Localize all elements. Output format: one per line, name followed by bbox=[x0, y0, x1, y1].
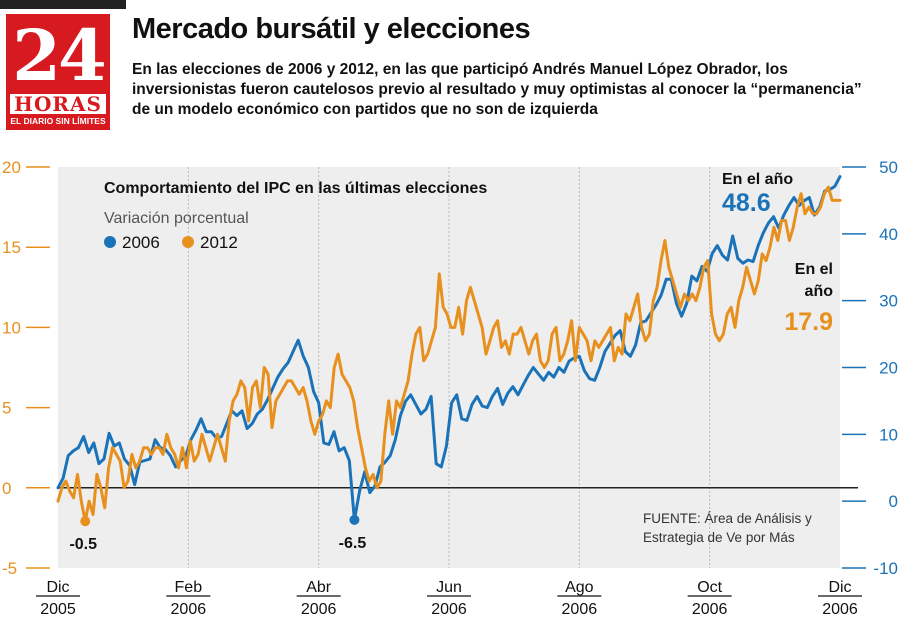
x-tick-year: 2006 bbox=[171, 601, 207, 618]
logo-word: HORAS bbox=[14, 92, 102, 116]
annotation-label-2012: -0.5 bbox=[69, 536, 97, 553]
chart-title: Comportamiento del IPC en las últimas el… bbox=[104, 180, 487, 197]
page-title: Mercado bursátil y elecciones bbox=[132, 13, 531, 45]
logo-number: 24 bbox=[12, 14, 106, 97]
annotation-label-2006: -6.5 bbox=[339, 535, 367, 552]
logo-tagline: EL DIARIO SIN LÍMITES bbox=[10, 116, 106, 126]
source-note: FUENTE: Área de Análisis y bbox=[643, 511, 812, 526]
y-right-tick-label: 10 bbox=[879, 425, 898, 444]
legend-label-2012: 2012 bbox=[200, 233, 238, 252]
y-left-tick-label: 5 bbox=[2, 399, 11, 418]
year-label-2012: En el bbox=[795, 261, 833, 278]
x-tick-year: 2006 bbox=[822, 601, 858, 618]
x-tick-month: Abr bbox=[306, 579, 332, 596]
logo-band bbox=[10, 94, 106, 114]
top-bar bbox=[0, 0, 126, 9]
newspaper-logo: 24 HORAS EL DIARIO SIN LÍMITES bbox=[6, 14, 110, 130]
ipc-chart: Dic2005Feb2006Abr2006Jun2006Ago2006Oct20… bbox=[2, 158, 898, 618]
x-tick-year: 2006 bbox=[301, 601, 337, 618]
y-right-tick-label: 50 bbox=[879, 158, 898, 177]
y-right-tick-label: 20 bbox=[879, 359, 898, 378]
legend-marker-2006 bbox=[104, 236, 116, 248]
source-note: Estrategia de Ve por Más bbox=[643, 530, 795, 545]
y-right-tick-label: 40 bbox=[879, 225, 898, 244]
x-tick-year: 2006 bbox=[692, 601, 728, 618]
x-tick-month: Dic bbox=[46, 579, 69, 596]
x-tick-month: Feb bbox=[175, 579, 203, 596]
y-right-tick-label: 30 bbox=[879, 292, 898, 311]
x-tick-year: 2006 bbox=[562, 601, 598, 618]
y-left-tick-label: -5 bbox=[2, 559, 17, 578]
y-left-tick-label: 20 bbox=[2, 158, 21, 177]
year-label-2006: En el año bbox=[722, 171, 793, 188]
year-value-2012: 17.9 bbox=[784, 308, 833, 336]
y-axis-label: Variación porcentual bbox=[104, 210, 249, 227]
x-tick-month: Oct bbox=[697, 579, 722, 596]
page-subtitle: En las elecciones de 2006 y 2012, en las… bbox=[132, 61, 862, 118]
legend-marker-2012 bbox=[182, 236, 194, 248]
y-right-tick-label: -10 bbox=[873, 559, 898, 578]
y-left-tick-label: 10 bbox=[2, 318, 21, 337]
x-tick-month: Ago bbox=[565, 579, 594, 596]
x-tick-year: 2005 bbox=[40, 601, 76, 618]
y-right-tick-label: 0 bbox=[889, 492, 898, 511]
year-label-2012-2: año bbox=[805, 283, 834, 300]
year-value-2006: 48.6 bbox=[722, 189, 771, 217]
y-left-tick-label: 0 bbox=[2, 479, 11, 498]
x-tick-month: Dic bbox=[828, 579, 851, 596]
y-left-tick-label: 15 bbox=[2, 238, 21, 257]
annotation-marker-2012 bbox=[80, 516, 91, 527]
x-tick-month: Jun bbox=[436, 579, 462, 596]
annotation-marker-2006 bbox=[349, 514, 360, 525]
series-line-2012 bbox=[56, 185, 842, 523]
x-tick-year: 2006 bbox=[431, 601, 467, 618]
legend-label-2006: 2006 bbox=[122, 233, 160, 252]
